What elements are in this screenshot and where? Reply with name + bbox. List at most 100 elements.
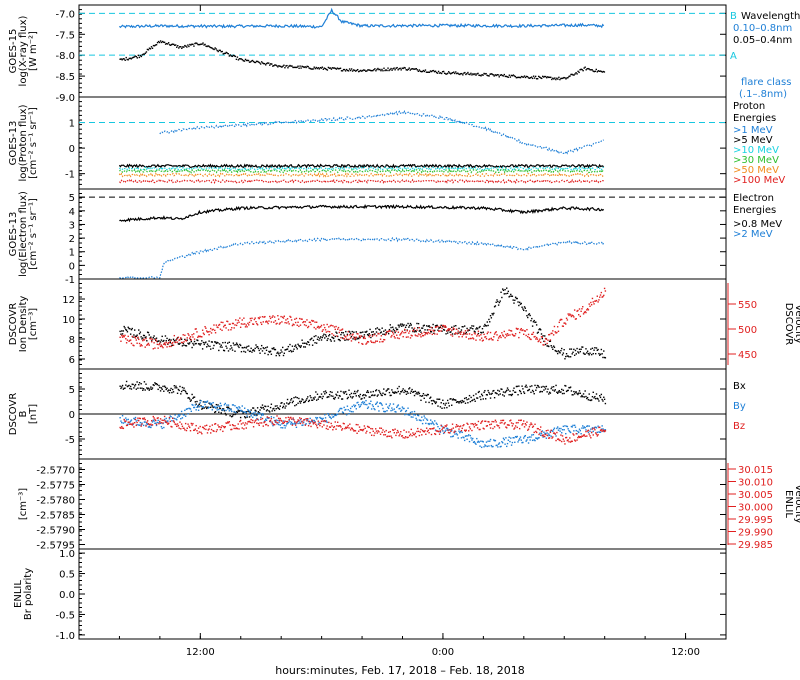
data-point: [365, 70, 367, 72]
data-point: [599, 294, 602, 296]
data-point: [209, 403, 211, 405]
data-point: [479, 445, 481, 447]
data-point: [264, 420, 266, 422]
data-point: [594, 70, 596, 73]
data-point: [162, 346, 164, 349]
data-point: [545, 75, 547, 78]
data-point: [529, 314, 531, 317]
data-point: [250, 60, 253, 62]
data-point: [275, 408, 277, 410]
data-point: [303, 66, 305, 69]
data-point: [449, 331, 451, 334]
data-point: [316, 338, 319, 341]
data-point: [407, 392, 409, 394]
data-point: [269, 421, 272, 423]
data-point: [227, 421, 229, 423]
data-point: [504, 336, 506, 339]
data-point: [468, 73, 470, 75]
data-point: [541, 337, 544, 340]
data-point: [358, 336, 361, 338]
data-point: [395, 434, 397, 437]
data-point: [180, 410, 183, 413]
data-point: [458, 428, 460, 430]
data-point: [537, 428, 539, 430]
data-point: [403, 407, 405, 410]
data-point: [373, 333, 375, 336]
data-point: [357, 401, 359, 404]
data-point: [502, 289, 505, 292]
data-point: [121, 336, 124, 338]
data-point: [328, 331, 331, 333]
data-point: [206, 406, 209, 409]
data-point: [263, 347, 265, 350]
data-point: [360, 69, 362, 72]
data-point: [518, 439, 520, 441]
data-point: [264, 405, 266, 407]
data-point: [315, 335, 317, 337]
data-point: [225, 327, 227, 329]
data-point: [129, 328, 131, 330]
data-point: [338, 338, 341, 341]
data-point: [121, 427, 124, 429]
data-point: [599, 353, 602, 355]
data-point: [121, 330, 123, 332]
data-point: [525, 75, 528, 78]
data-point: [161, 419, 163, 422]
data-point: [347, 409, 349, 411]
data-point: [383, 388, 385, 390]
data-point: [539, 426, 542, 428]
data-point: [222, 409, 224, 411]
data-point: [150, 423, 152, 425]
data-point: [304, 321, 307, 323]
data-point: [327, 396, 329, 398]
data-point: [320, 417, 322, 419]
data-point: [420, 419, 422, 422]
data-point: [314, 342, 316, 344]
data-point: [132, 336, 134, 338]
data-point: [458, 402, 460, 404]
data-point: [249, 410, 252, 413]
data-point: [304, 424, 307, 426]
data-point: [137, 387, 139, 389]
data-point: [214, 410, 217, 413]
data-point: [130, 388, 133, 390]
data-point: [366, 333, 369, 336]
data-point: [537, 437, 539, 439]
data-point: [459, 400, 461, 403]
data-point: [425, 332, 428, 334]
data-point: [285, 425, 287, 427]
data-point: [590, 399, 592, 402]
data-point: [157, 40, 160, 43]
data-point: [370, 391, 372, 393]
data-point: [538, 386, 540, 388]
data-point: [169, 342, 171, 344]
data-point: [442, 432, 445, 435]
data-point: [309, 67, 311, 70]
data-point: [527, 77, 530, 79]
data-point: [503, 423, 505, 425]
data-point: [476, 427, 479, 429]
data-point: [441, 407, 443, 409]
data-point: [133, 56, 135, 58]
data-point: [241, 59, 244, 61]
data-point: [465, 429, 467, 431]
data-point: [227, 329, 230, 331]
data-point: [360, 331, 362, 334]
data-point: [478, 390, 480, 393]
data-point: [200, 342, 202, 345]
data-point: [332, 337, 335, 340]
data-point: [484, 336, 487, 338]
data-point: [285, 348, 287, 351]
data-point: [479, 74, 481, 77]
legend-a-marker: A: [730, 51, 737, 62]
data-point: [572, 351, 574, 353]
data-point: [215, 406, 218, 408]
data-point: [183, 341, 185, 343]
data-point: [483, 325, 485, 327]
data-point: [218, 426, 220, 428]
data-point: [524, 307, 527, 309]
data-point: [308, 67, 310, 69]
data-point: [587, 399, 590, 401]
data-point: [509, 295, 511, 297]
data-point: [287, 321, 290, 323]
